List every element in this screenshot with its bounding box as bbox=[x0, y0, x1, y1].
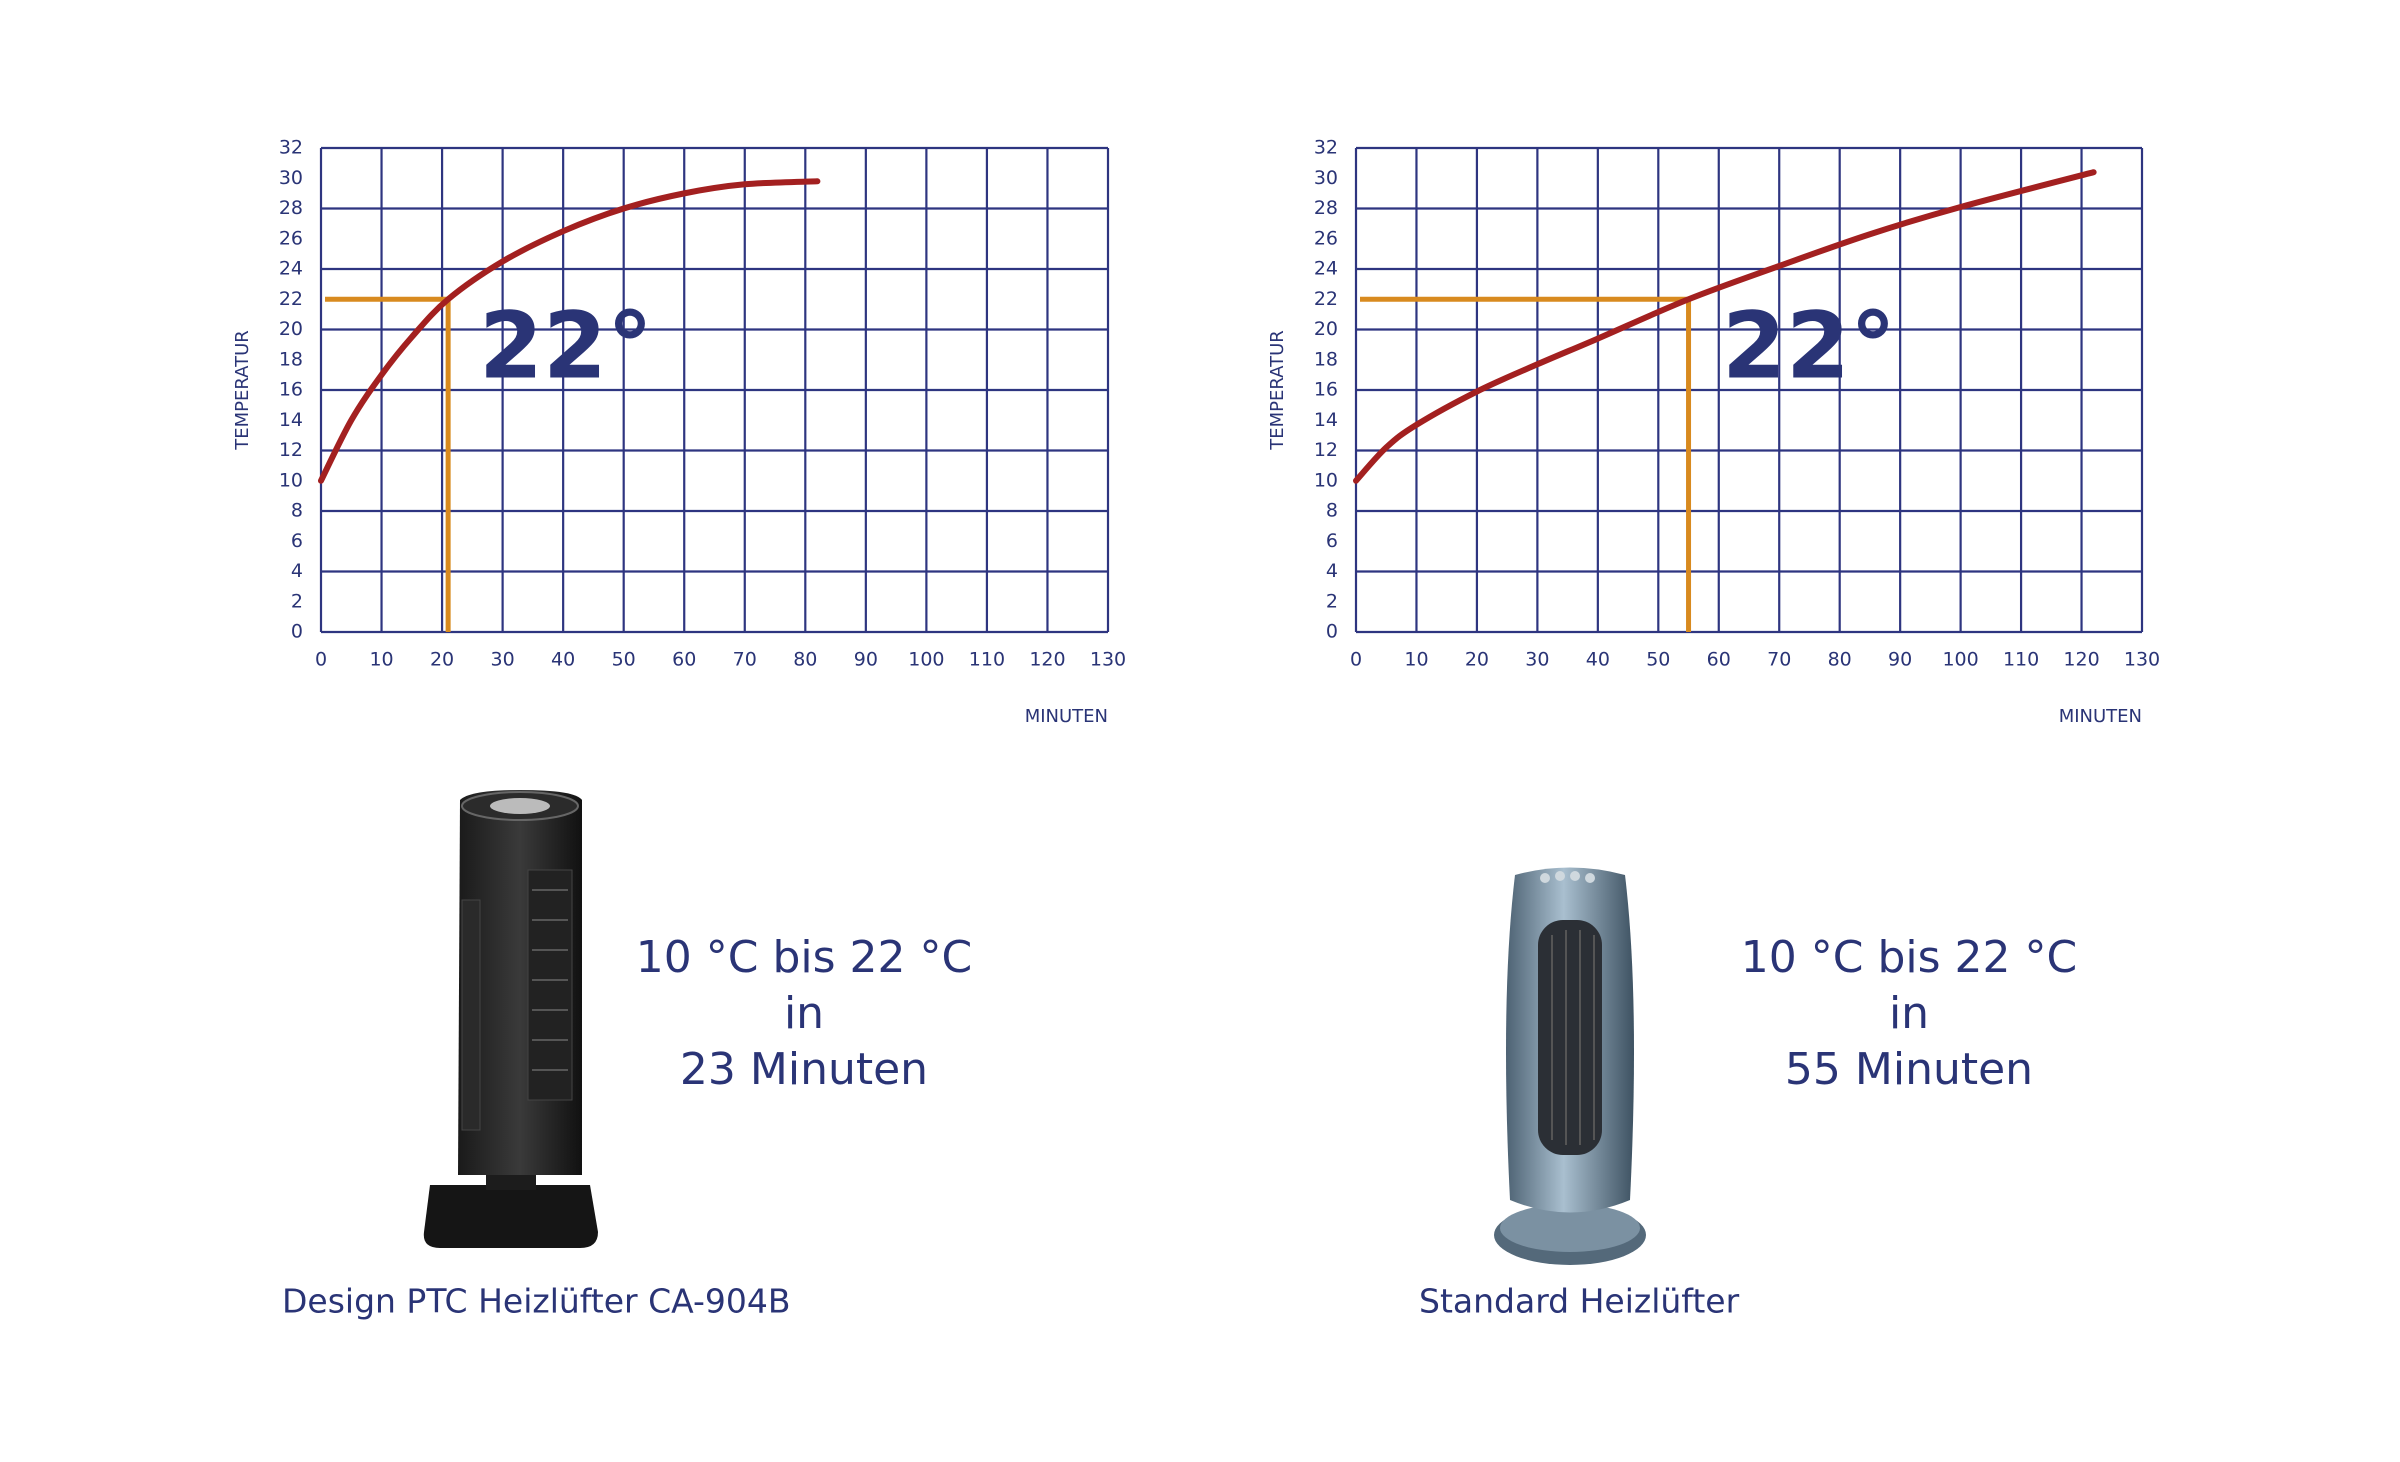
x-tick-label: 90 bbox=[1888, 649, 1912, 671]
y-tick-label: 10 bbox=[1314, 469, 1338, 491]
y-tick-label: 8 bbox=[1326, 500, 1338, 522]
annotation: 22° bbox=[479, 292, 653, 399]
x-tick-label: 20 bbox=[430, 649, 454, 671]
y-tick-label: 28 bbox=[1314, 197, 1338, 219]
x-tick-label: 100 bbox=[1942, 649, 1978, 671]
y-tick-label: 4 bbox=[1326, 560, 1338, 582]
x-tick-label: 70 bbox=[733, 649, 757, 671]
y-tick-label: 2 bbox=[291, 590, 303, 612]
x-axis-title: MINUTEN bbox=[1025, 706, 1108, 727]
x-tick-label: 0 bbox=[315, 649, 327, 671]
y-tick-label: 12 bbox=[279, 439, 303, 461]
x-tick-label: 70 bbox=[1767, 649, 1791, 671]
product-name: Standard Heizlüfter bbox=[1419, 1282, 1740, 1321]
y-tick-label: 30 bbox=[1314, 167, 1338, 189]
y-tick-label: 26 bbox=[1314, 227, 1338, 249]
caption-line: in bbox=[784, 988, 824, 1039]
annotation: 22° bbox=[1722, 292, 1896, 399]
y-tick-label: 18 bbox=[279, 348, 303, 370]
heater-image bbox=[1494, 867, 1646, 1265]
y-tick-label: 4 bbox=[291, 560, 303, 582]
y-tick-label: 2 bbox=[1326, 590, 1338, 612]
y-tick-label: 32 bbox=[1314, 137, 1338, 159]
x-tick-label: 60 bbox=[1707, 649, 1731, 671]
y-tick-label: 0 bbox=[291, 621, 303, 643]
y-tick-label: 18 bbox=[1314, 348, 1338, 370]
y-tick-label: 22 bbox=[279, 288, 303, 310]
y-tick-label: 28 bbox=[279, 197, 303, 219]
y-tick-label: 24 bbox=[1314, 258, 1338, 280]
curve bbox=[318, 178, 821, 484]
y-tick-label: 0 bbox=[1326, 621, 1338, 643]
y-tick-label: 16 bbox=[1314, 379, 1338, 401]
y-tick-label: 26 bbox=[279, 227, 303, 249]
x-tick-label: 80 bbox=[793, 649, 817, 671]
y-tick-label: 6 bbox=[291, 530, 303, 552]
x-tick-label: 50 bbox=[612, 649, 636, 671]
y-tick-label: 6 bbox=[1326, 530, 1338, 552]
heater-image bbox=[423, 790, 598, 1248]
x-tick-label: 60 bbox=[672, 649, 696, 671]
chart: 0 10 20 30 40 50 60 70 80 90 100 110 120 130024681012… bbox=[1267, 137, 2160, 728]
y-axis-title: TEMPERATUR bbox=[1267, 330, 1288, 451]
y-tick-label: 22 bbox=[1314, 288, 1338, 310]
y-tick-label: 12 bbox=[1314, 439, 1338, 461]
x-tick-label: 130 bbox=[1090, 649, 1126, 671]
x-tick-label: 100 bbox=[908, 649, 944, 671]
x-tick-label: 20 bbox=[1465, 649, 1489, 671]
caption-line: in bbox=[1889, 988, 1929, 1039]
x-tick-label: 120 bbox=[2063, 649, 2099, 671]
y-tick-label: 8 bbox=[291, 500, 303, 522]
y-tick-label: 16 bbox=[279, 379, 303, 401]
y-tick-label: 24 bbox=[279, 258, 303, 280]
y-tick-label: 20 bbox=[1314, 318, 1338, 340]
y-tick-label: 14 bbox=[1314, 409, 1338, 431]
x-tick-label: 30 bbox=[491, 649, 515, 671]
caption-line: 10 °C bis 22 °C bbox=[1741, 932, 2077, 983]
x-axis-title: MINUTEN bbox=[2059, 706, 2142, 727]
x-tick-label: 0 bbox=[1350, 649, 1362, 671]
caption-line: 23 Minuten bbox=[680, 1044, 928, 1095]
x-tick-label: 110 bbox=[969, 649, 1005, 671]
x-tick-label: 120 bbox=[1029, 649, 1065, 671]
x-tick-label: 30 bbox=[1525, 649, 1549, 671]
x-tick-label: 40 bbox=[551, 649, 575, 671]
x-tick-label: 40 bbox=[1586, 649, 1610, 671]
x-tick-label: 80 bbox=[1828, 649, 1852, 671]
x-tick-label: 110 bbox=[2003, 649, 2039, 671]
product-name: Design PTC Heizlüfter CA-904B bbox=[282, 1282, 791, 1321]
caption-line: 10 °C bis 22 °C bbox=[636, 932, 972, 983]
y-tick-label: 10 bbox=[279, 469, 303, 491]
caption-line: 55 Minuten bbox=[1785, 1044, 2033, 1095]
x-tick-label: 10 bbox=[1404, 649, 1428, 671]
y-tick-label: 32 bbox=[279, 137, 303, 159]
chart: 0 10 20 30 40 50 60 70 80 90 100 110 120 130024681012… bbox=[232, 137, 1126, 728]
curve bbox=[1353, 169, 2097, 484]
x-tick-label: 90 bbox=[854, 649, 878, 671]
x-tick-label: 130 bbox=[2124, 649, 2160, 671]
x-tick-label: 10 bbox=[369, 649, 393, 671]
x-tick-label: 50 bbox=[1646, 649, 1670, 671]
y-tick-label: 30 bbox=[279, 167, 303, 189]
y-axis-title: TEMPERATUR bbox=[232, 330, 253, 451]
y-tick-label: 20 bbox=[279, 318, 303, 340]
y-tick-label: 14 bbox=[279, 409, 303, 431]
